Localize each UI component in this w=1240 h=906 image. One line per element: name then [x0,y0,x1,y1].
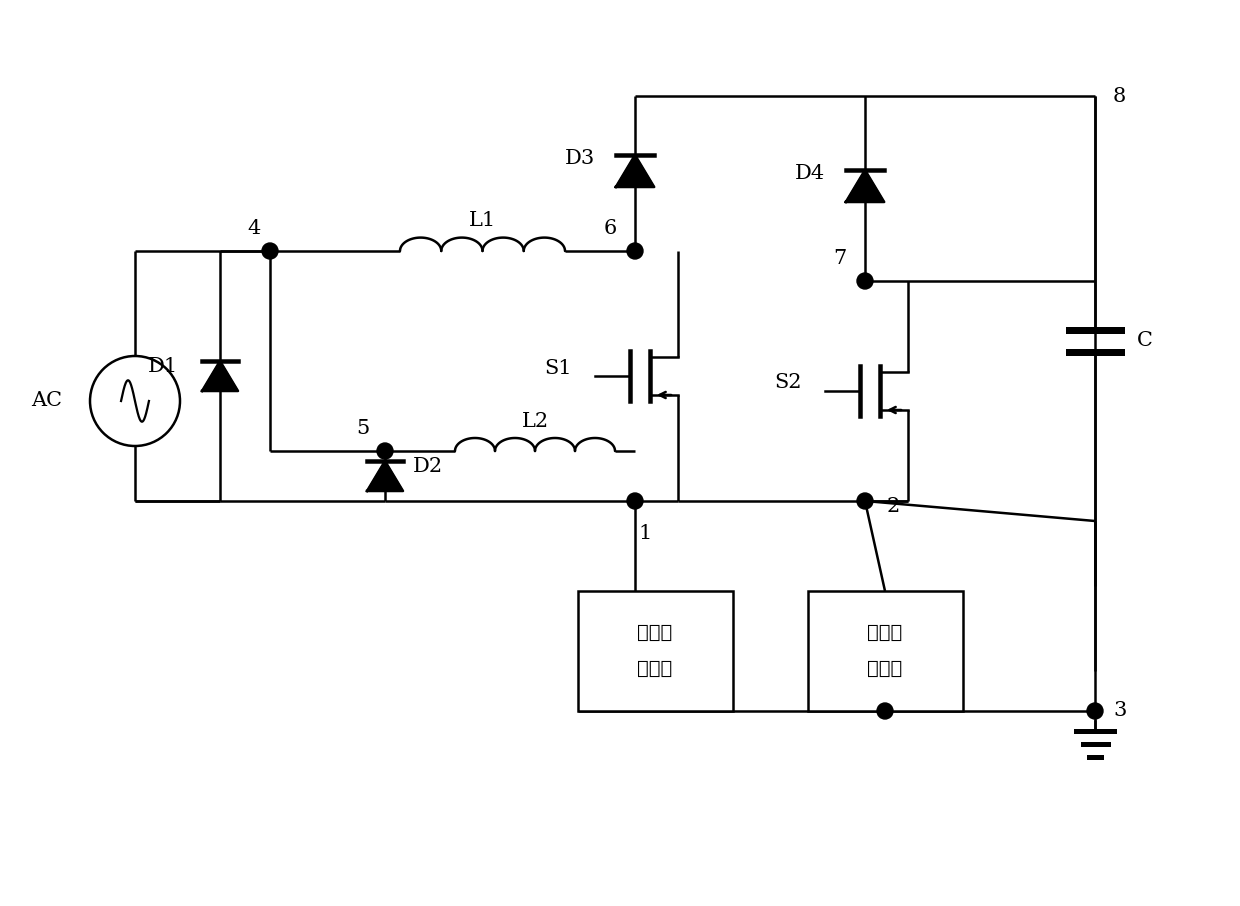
Text: 4: 4 [247,218,260,237]
Text: 样单元: 样单元 [637,660,672,678]
Text: 5: 5 [356,419,370,438]
Circle shape [377,443,393,459]
Polygon shape [616,155,655,187]
Text: 第二采: 第二采 [867,624,903,642]
Polygon shape [367,461,403,491]
Bar [807,591,962,711]
Text: S2: S2 [775,373,802,392]
Text: D4: D4 [795,164,825,183]
Text: L1: L1 [469,211,496,230]
Text: 3: 3 [1114,701,1126,720]
Circle shape [857,493,873,509]
Text: 8: 8 [1114,86,1126,105]
Text: 样单元: 样单元 [867,660,903,678]
Circle shape [857,273,873,289]
Text: D2: D2 [413,457,443,476]
Text: 1: 1 [639,524,652,543]
Text: D1: D1 [148,356,179,375]
Text: C: C [1137,332,1153,351]
Bar [578,591,733,711]
Polygon shape [846,170,884,202]
Text: L2: L2 [522,411,548,430]
Text: AC: AC [31,391,62,410]
Circle shape [1087,703,1104,719]
Text: S1: S1 [544,359,572,378]
Text: 7: 7 [833,248,847,267]
Polygon shape [202,361,238,391]
Circle shape [627,243,644,259]
Circle shape [877,703,893,719]
Text: 第一采: 第一采 [637,624,672,642]
Text: 6: 6 [604,218,616,237]
Circle shape [262,243,278,259]
Text: D3: D3 [564,149,595,168]
Text: 2: 2 [887,496,900,516]
Circle shape [627,493,644,509]
